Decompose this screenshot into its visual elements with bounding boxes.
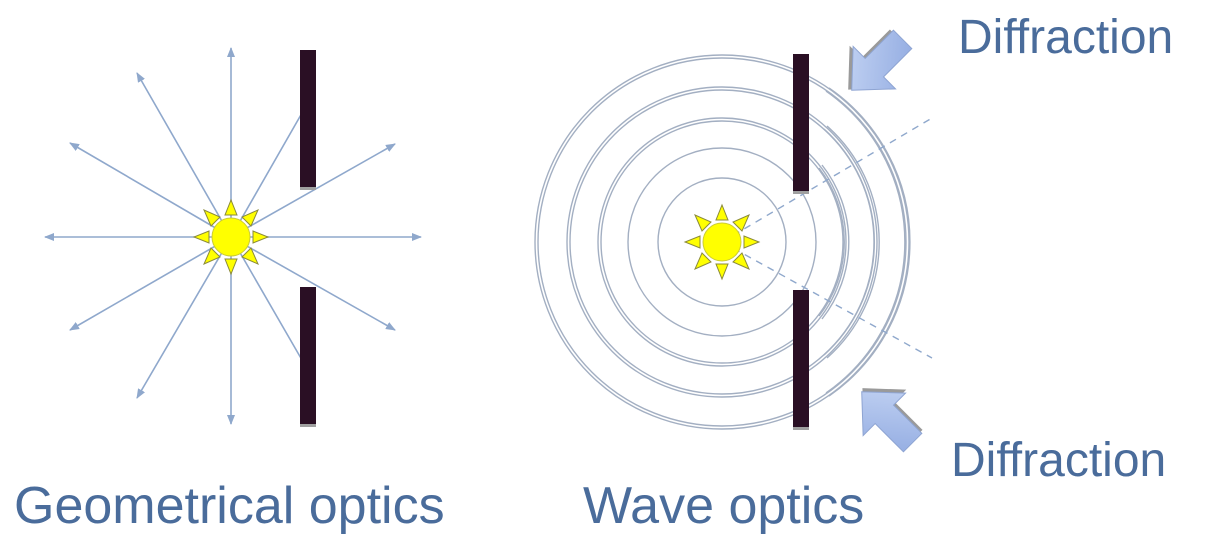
barrier-top bbox=[793, 54, 809, 194]
wavefront-3 bbox=[597, 117, 847, 367]
sun-icon bbox=[192, 198, 270, 276]
wave-optics-caption: Wave optics bbox=[583, 477, 865, 535]
wave-optics-panel bbox=[534, 29, 933, 453]
ray-upper-right bbox=[230, 112, 303, 238]
wavefront-2 bbox=[627, 147, 817, 337]
shadow-line-lower bbox=[721, 241, 933, 359]
ray-lower-left-wide bbox=[69, 236, 232, 331]
ray-upper-left-wide bbox=[69, 142, 232, 238]
diffracted-arc-3 bbox=[828, 87, 911, 397]
barrier-bottom bbox=[793, 290, 809, 430]
diffraction-label-bottom: Diffraction bbox=[951, 434, 1167, 487]
shadow-line-upper bbox=[721, 117, 933, 243]
diffracted-arc-2 bbox=[826, 125, 880, 359]
barrier-top bbox=[300, 50, 316, 190]
block-arrow-icon bbox=[861, 388, 923, 453]
geometrical-optics-caption: Geometrical optics bbox=[14, 477, 445, 535]
wavefront-1 bbox=[657, 177, 787, 307]
diffraction-label-top: Diffraction bbox=[958, 11, 1174, 64]
ray-lower-right-wide bbox=[230, 236, 396, 331]
block-arrow-icon bbox=[848, 29, 913, 91]
geometric-shadow-boundaries bbox=[721, 117, 933, 359]
wavefront-5 bbox=[534, 54, 910, 430]
ray-lower-right bbox=[230, 236, 303, 361]
diffracted-arc-2b bbox=[823, 128, 875, 356]
diffracted-arc-3b bbox=[825, 90, 906, 394]
wavefronts bbox=[534, 54, 910, 430]
ray-upper-right-wide bbox=[230, 143, 396, 238]
barrier-bottom bbox=[300, 287, 316, 427]
ray-upper-left bbox=[136, 72, 232, 238]
ray-lower-left bbox=[136, 236, 232, 399]
diffracted-wavefronts bbox=[818, 87, 911, 397]
geometrical-optics-panel bbox=[44, 47, 422, 427]
diffracted-arc-1b bbox=[818, 167, 845, 317]
diffracted-arc-1 bbox=[821, 164, 850, 320]
sun-icon bbox=[683, 203, 761, 281]
